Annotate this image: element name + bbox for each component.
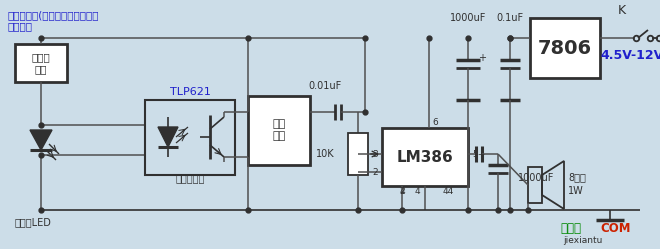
Text: 光电耦合器: 光电耦合器 xyxy=(176,173,205,183)
Text: COM: COM xyxy=(600,222,630,235)
Text: 2: 2 xyxy=(372,168,378,177)
Text: 1000uF: 1000uF xyxy=(518,173,554,183)
Text: jiexiantu: jiexiantu xyxy=(563,236,603,245)
Bar xyxy=(348,133,368,175)
Polygon shape xyxy=(30,130,52,150)
Text: 10K: 10K xyxy=(316,149,335,159)
Text: 1W: 1W xyxy=(568,186,583,196)
Text: 接线图: 接线图 xyxy=(560,222,581,235)
Text: 4: 4 xyxy=(414,187,420,195)
Text: 8欧姆: 8欧姆 xyxy=(568,172,586,182)
Text: 4: 4 xyxy=(399,187,405,195)
Text: LM386: LM386 xyxy=(397,149,453,165)
Text: 语音
模块: 语音 模块 xyxy=(273,119,286,141)
Bar xyxy=(530,18,600,78)
Text: 4.5V-12V: 4.5V-12V xyxy=(601,49,660,62)
Text: 音频或闪光(或手机来电指示器）
信号输入: 音频或闪光(或手机来电指示器） 信号输入 xyxy=(8,10,100,32)
Text: 2: 2 xyxy=(399,187,405,195)
Bar xyxy=(248,96,310,165)
Text: 44: 44 xyxy=(442,187,453,195)
Bar xyxy=(528,167,542,203)
Bar xyxy=(15,44,67,82)
Text: 0.01uF: 0.01uF xyxy=(308,81,342,91)
Text: +: + xyxy=(478,53,486,63)
Text: 音频或
闪光: 音频或 闪光 xyxy=(32,52,50,74)
Bar xyxy=(145,100,235,175)
Text: K: K xyxy=(618,3,626,16)
Text: TLP621: TLP621 xyxy=(170,87,211,97)
Text: 6: 6 xyxy=(432,118,438,126)
Text: 5+: 5+ xyxy=(472,149,485,159)
Text: 1000uF: 1000uF xyxy=(450,13,486,23)
Text: 高亮度LED: 高亮度LED xyxy=(15,217,52,227)
Text: 3: 3 xyxy=(372,149,378,159)
Polygon shape xyxy=(158,127,178,147)
Bar xyxy=(382,128,468,186)
Text: 0.1uF: 0.1uF xyxy=(496,13,523,23)
Text: 7806: 7806 xyxy=(538,39,592,58)
